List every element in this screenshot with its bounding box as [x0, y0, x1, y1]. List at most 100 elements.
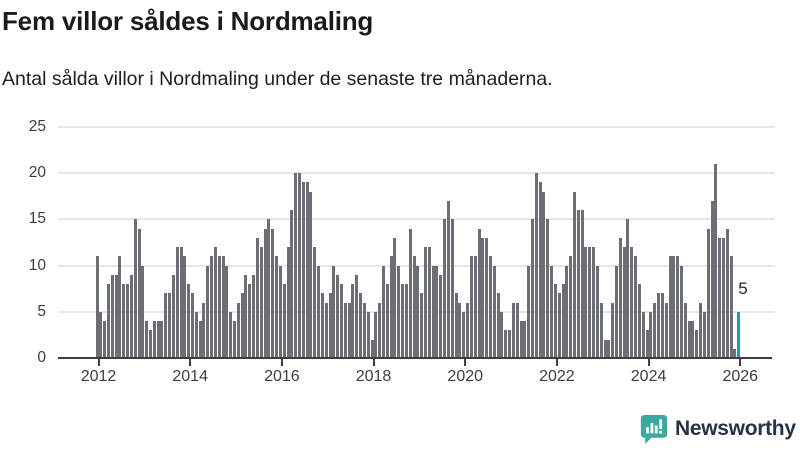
- bar: [103, 321, 107, 358]
- bar: [649, 311, 653, 358]
- bar: [171, 274, 175, 358]
- bar: [485, 237, 489, 358]
- x-axis-tickmark: [189, 359, 192, 366]
- bar: [641, 311, 645, 358]
- bar: [439, 274, 443, 358]
- last-value-label: 5: [738, 279, 748, 298]
- bar: [508, 330, 512, 358]
- bar: [408, 228, 412, 358]
- bar: [290, 210, 294, 358]
- bar: [275, 256, 279, 358]
- bar: [626, 219, 630, 358]
- bar: [492, 265, 496, 358]
- bar: [599, 302, 603, 358]
- bar: [657, 293, 661, 358]
- bar: [160, 321, 164, 358]
- bar: [382, 265, 385, 358]
- bar: [347, 302, 351, 358]
- bar: [424, 247, 428, 358]
- bar: [213, 247, 217, 358]
- bar: [106, 284, 110, 358]
- bar: [702, 311, 706, 358]
- bar: [488, 256, 492, 358]
- bar: [511, 302, 515, 358]
- bar: [645, 330, 649, 358]
- gridline: [58, 172, 775, 175]
- newsworthy-logo-text: Newsworthy: [675, 417, 796, 440]
- x-axis-tick-label: 2024: [630, 368, 667, 385]
- bar: [267, 219, 271, 358]
- bar: [152, 321, 156, 358]
- bar: [148, 330, 152, 358]
- bar: [221, 256, 225, 358]
- bar: [252, 274, 256, 358]
- bar: [355, 274, 359, 358]
- bar: [519, 321, 523, 358]
- newsworthy-logo[interactable]: Newsworthy: [640, 413, 796, 445]
- bar: [236, 302, 240, 358]
- bar: [729, 256, 733, 358]
- bar: [420, 293, 424, 358]
- bar: [187, 284, 191, 358]
- bar: [431, 265, 435, 358]
- bar: [714, 163, 718, 358]
- bar: [297, 173, 301, 358]
- bar: [706, 228, 710, 358]
- bar: [527, 265, 531, 358]
- bar: [515, 302, 519, 358]
- bar: [595, 265, 599, 358]
- bar: [240, 293, 244, 358]
- bar: [99, 311, 103, 358]
- bar: [175, 247, 179, 358]
- y-axis-tick-label: 0: [37, 349, 46, 366]
- bar: [416, 265, 420, 358]
- bar: [546, 219, 550, 358]
- chart-title: Fem villor såldes i Nordmaling: [2, 6, 374, 36]
- bar: [317, 265, 321, 358]
- bar: [95, 256, 99, 358]
- x-axis-line: [58, 357, 772, 359]
- bar: [664, 302, 668, 358]
- bar: [466, 302, 470, 358]
- bar: [191, 293, 194, 358]
- bar: [282, 284, 286, 358]
- bar: [725, 228, 729, 358]
- highlighted-bar: [737, 311, 741, 358]
- bar: [156, 321, 160, 358]
- bar: [362, 302, 366, 358]
- bar: [255, 237, 259, 358]
- bar: [225, 265, 229, 358]
- bar: [458, 302, 462, 358]
- bar: [336, 274, 340, 358]
- bar: [710, 200, 714, 358]
- bar: [718, 237, 722, 358]
- bar: [129, 274, 133, 358]
- x-axis-tick-label: 2012: [80, 368, 117, 385]
- bar: [206, 265, 210, 358]
- bar: [366, 311, 370, 358]
- x-axis-tick-label: 2014: [172, 368, 208, 385]
- bar: [271, 228, 275, 358]
- bar: [603, 339, 607, 358]
- y-axis-tick-label: 5: [37, 302, 46, 320]
- bar: [244, 274, 248, 358]
- y-axis-tick-label: 15: [28, 210, 46, 228]
- x-axis-tick-label: 2018: [355, 368, 392, 385]
- bar: [164, 293, 168, 358]
- bar: [496, 293, 500, 358]
- bar: [370, 339, 374, 358]
- bar: [126, 284, 130, 358]
- gridline: [58, 218, 775, 221]
- y-axis-tick-label: 25: [28, 118, 46, 135]
- bar: [118, 256, 122, 358]
- bar: [607, 339, 611, 358]
- bar: [576, 210, 580, 358]
- bar: [462, 311, 466, 358]
- bar: [733, 348, 737, 358]
- x-axis-tickmark: [464, 359, 467, 366]
- x-axis-tick-label: 2026: [722, 368, 759, 385]
- bar: [385, 284, 389, 358]
- x-axis-tickmark: [280, 359, 283, 366]
- bar: [637, 284, 641, 358]
